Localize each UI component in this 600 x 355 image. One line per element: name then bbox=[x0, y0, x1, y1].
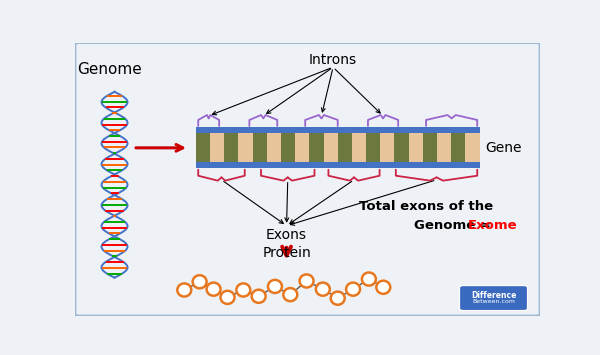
Text: Introns: Introns bbox=[309, 53, 357, 67]
Ellipse shape bbox=[316, 283, 330, 296]
Bar bbox=[295, 133, 310, 162]
Bar bbox=[366, 133, 380, 162]
Bar bbox=[352, 133, 366, 162]
Bar bbox=[394, 133, 409, 162]
Bar bbox=[224, 133, 238, 162]
Ellipse shape bbox=[346, 283, 360, 296]
Bar bbox=[338, 133, 352, 162]
Text: Difference: Difference bbox=[471, 291, 516, 300]
Bar bbox=[310, 133, 323, 162]
Bar bbox=[437, 133, 451, 162]
Bar bbox=[451, 133, 466, 162]
FancyBboxPatch shape bbox=[75, 43, 540, 316]
Bar bbox=[380, 133, 394, 162]
Text: Genome: Genome bbox=[77, 62, 142, 77]
Bar bbox=[423, 133, 437, 162]
FancyBboxPatch shape bbox=[460, 286, 527, 311]
Bar bbox=[196, 162, 479, 168]
Bar bbox=[281, 133, 295, 162]
Bar bbox=[253, 133, 267, 162]
Text: Between.com: Between.com bbox=[472, 299, 515, 304]
Ellipse shape bbox=[236, 283, 250, 296]
Ellipse shape bbox=[221, 291, 235, 304]
Text: Total exons of the: Total exons of the bbox=[359, 200, 493, 213]
Text: Exome: Exome bbox=[468, 219, 518, 232]
Ellipse shape bbox=[252, 290, 266, 303]
Bar bbox=[267, 133, 281, 162]
Text: Exons: Exons bbox=[266, 228, 307, 242]
Text: Gene: Gene bbox=[485, 141, 521, 155]
Ellipse shape bbox=[193, 275, 206, 288]
Ellipse shape bbox=[362, 273, 376, 286]
Ellipse shape bbox=[206, 283, 221, 296]
Text: Genome =: Genome = bbox=[415, 219, 496, 232]
Bar bbox=[210, 133, 224, 162]
Bar bbox=[409, 133, 423, 162]
Bar bbox=[196, 133, 210, 162]
Ellipse shape bbox=[283, 288, 297, 301]
Ellipse shape bbox=[299, 274, 314, 288]
Ellipse shape bbox=[268, 280, 282, 293]
Bar bbox=[196, 127, 479, 133]
Bar bbox=[238, 133, 253, 162]
Ellipse shape bbox=[331, 291, 345, 305]
Bar bbox=[466, 133, 479, 162]
Text: Protein: Protein bbox=[262, 246, 311, 260]
Bar bbox=[323, 133, 338, 162]
Ellipse shape bbox=[178, 283, 191, 296]
Ellipse shape bbox=[376, 281, 390, 294]
